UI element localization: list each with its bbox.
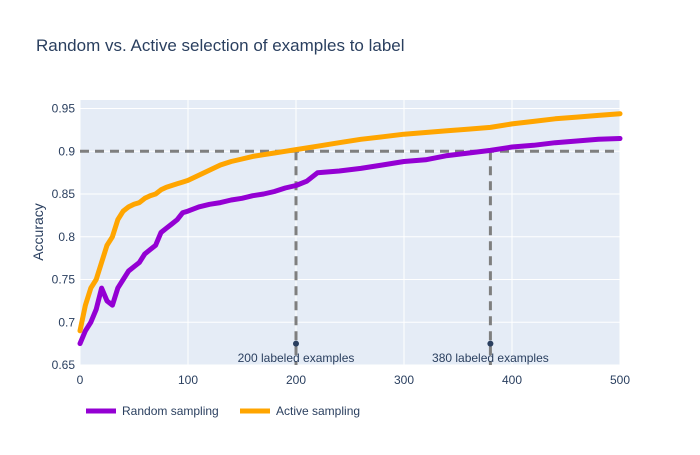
- x-tick-label: 200: [286, 373, 306, 387]
- x-tick-label: 500: [610, 373, 630, 387]
- y-tick-label: 0.95: [52, 102, 76, 116]
- y-tick-label: 0.75: [52, 273, 76, 287]
- legend-item[interactable]: Active sampling: [240, 404, 360, 418]
- tick-layer: 0 100 200 300 400 500 0.65 0.7 0.75 0.8 0.85 0.9 0.9…: [52, 102, 631, 387]
- x-tick-label: 100: [178, 373, 198, 387]
- annotation-layer: 200 labeled examples 380 labeled examples: [238, 351, 549, 365]
- reference-marker-point: [293, 340, 299, 347]
- series-line-active-sampling: [77, 111, 623, 334]
- y-tick-label: 0.8: [58, 230, 75, 244]
- chart-title: Random vs. Active selection of examples …: [36, 36, 405, 55]
- legend-label: Random sampling: [122, 404, 219, 418]
- series-layer: [77, 111, 623, 347]
- legend-label: Active sampling: [276, 404, 360, 418]
- x-tick-label: 400: [502, 373, 522, 387]
- x-tick-label: 300: [394, 373, 414, 387]
- y-tick-label: 0.65: [52, 358, 76, 372]
- y-tick-label: 0.7: [58, 315, 75, 329]
- legend[interactable]: Random sampling Active sampling: [86, 404, 360, 418]
- reference-marker-point: [487, 340, 494, 347]
- annotation-label: 380 labeled examples: [432, 351, 549, 365]
- y-axis-label: Accuracy: [30, 203, 46, 261]
- x-tick-label: 0: [77, 373, 84, 387]
- y-tick-label: 0.9: [58, 144, 75, 158]
- marker-layer: [293, 340, 494, 347]
- series-line-random-sampling: [77, 136, 623, 347]
- legend-item[interactable]: Random sampling: [86, 404, 219, 418]
- annotation-label: 200 labeled examples: [238, 351, 355, 365]
- y-tick-label: 0.85: [52, 187, 76, 201]
